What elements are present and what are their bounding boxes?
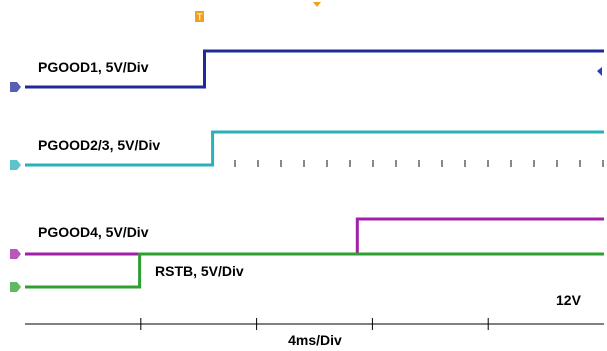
trace-label-2: PGOOD2/3, 5V/Div [38, 137, 160, 153]
channel-marker-icon [10, 282, 21, 292]
trigger-marker-icon: T [195, 11, 204, 23]
trace-4 [25, 252, 604, 289]
channel-marker-icon [10, 82, 21, 92]
trace-2 [25, 130, 604, 167]
trigger-level-icon [313, 2, 321, 7]
trace-label-3: PGOOD4, 5V/Div [38, 224, 149, 240]
channel-marker-icon [10, 160, 21, 170]
supply-annotation: 12V [556, 292, 582, 308]
svg-text:T: T [196, 13, 203, 23]
x-axis-label: 4ms/Div [288, 332, 342, 348]
trace-label-4: RSTB, 5V/Div [155, 263, 244, 279]
trace-label-1: PGOOD1, 5V/Div [38, 59, 149, 75]
channel-marker-icon [10, 249, 21, 259]
trace-1 [25, 49, 604, 89]
channel-offset-icon [597, 67, 602, 76]
